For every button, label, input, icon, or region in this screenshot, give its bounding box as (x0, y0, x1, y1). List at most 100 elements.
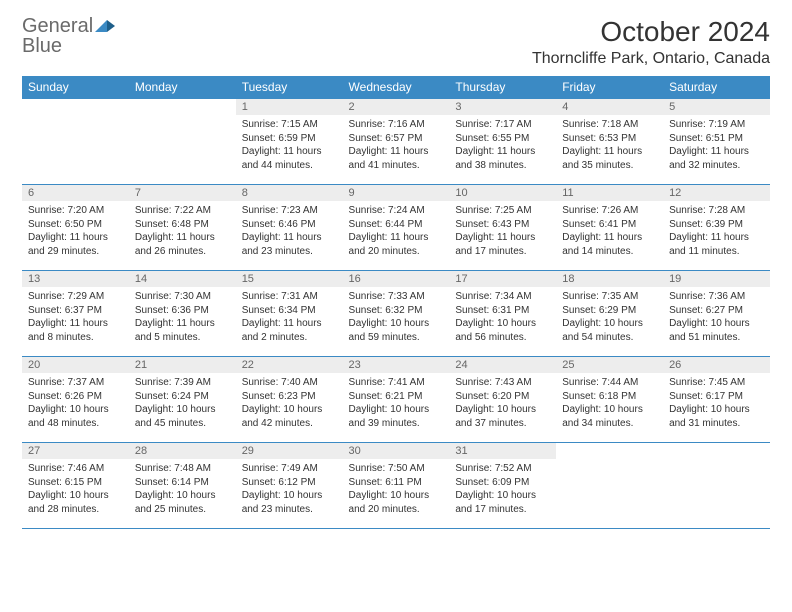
day-details: Sunrise: 7:34 AMSunset: 6:31 PMDaylight:… (449, 287, 556, 348)
calendar-cell: 7Sunrise: 7:22 AMSunset: 6:48 PMDaylight… (129, 185, 236, 271)
day-number: 27 (22, 443, 129, 459)
day-details: Sunrise: 7:23 AMSunset: 6:46 PMDaylight:… (236, 201, 343, 262)
day-number: 10 (449, 185, 556, 201)
day-number: 16 (343, 271, 450, 287)
calendar-row: 20Sunrise: 7:37 AMSunset: 6:26 PMDayligh… (22, 357, 770, 443)
day-details: Sunrise: 7:52 AMSunset: 6:09 PMDaylight:… (449, 459, 556, 520)
calendar-header: SundayMondayTuesdayWednesdayThursdayFrid… (22, 76, 770, 99)
calendar-row: 13Sunrise: 7:29 AMSunset: 6:37 PMDayligh… (22, 271, 770, 357)
calendar-row: 27Sunrise: 7:46 AMSunset: 6:15 PMDayligh… (22, 443, 770, 529)
day-details: Sunrise: 7:20 AMSunset: 6:50 PMDaylight:… (22, 201, 129, 262)
day-details: Sunrise: 7:50 AMSunset: 6:11 PMDaylight:… (343, 459, 450, 520)
day-number: 30 (343, 443, 450, 459)
calendar-cell: 18Sunrise: 7:35 AMSunset: 6:29 PMDayligh… (556, 271, 663, 357)
day-details: Sunrise: 7:46 AMSunset: 6:15 PMDaylight:… (22, 459, 129, 520)
calendar-cell: 5Sunrise: 7:19 AMSunset: 6:51 PMDaylight… (663, 99, 770, 185)
day-number: 24 (449, 357, 556, 373)
day-number: 21 (129, 357, 236, 373)
day-number: 4 (556, 99, 663, 115)
calendar-cell: 10Sunrise: 7:25 AMSunset: 6:43 PMDayligh… (449, 185, 556, 271)
calendar-cell: 1Sunrise: 7:15 AMSunset: 6:59 PMDaylight… (236, 99, 343, 185)
day-details: Sunrise: 7:29 AMSunset: 6:37 PMDaylight:… (22, 287, 129, 348)
day-number: 28 (129, 443, 236, 459)
weekday-header: Sunday (22, 76, 129, 99)
calendar-cell: .. (129, 99, 236, 185)
day-details: Sunrise: 7:39 AMSunset: 6:24 PMDaylight:… (129, 373, 236, 434)
day-details: Sunrise: 7:43 AMSunset: 6:20 PMDaylight:… (449, 373, 556, 434)
day-number: 3 (449, 99, 556, 115)
weekday-header: Saturday (663, 76, 770, 99)
calendar-row: ....1Sunrise: 7:15 AMSunset: 6:59 PMDayl… (22, 99, 770, 185)
day-number: 9 (343, 185, 450, 201)
calendar-cell: 21Sunrise: 7:39 AMSunset: 6:24 PMDayligh… (129, 357, 236, 443)
day-details: Sunrise: 7:37 AMSunset: 6:26 PMDaylight:… (22, 373, 129, 434)
weekday-header: Friday (556, 76, 663, 99)
calendar-cell: 13Sunrise: 7:29 AMSunset: 6:37 PMDayligh… (22, 271, 129, 357)
day-details: Sunrise: 7:25 AMSunset: 6:43 PMDaylight:… (449, 201, 556, 262)
day-number: 13 (22, 271, 129, 287)
day-details: Sunrise: 7:45 AMSunset: 6:17 PMDaylight:… (663, 373, 770, 434)
title-block: October 2024 Thorncliffe Park, Ontario, … (532, 16, 770, 68)
day-number: 31 (449, 443, 556, 459)
day-number: 14 (129, 271, 236, 287)
day-number: 19 (663, 271, 770, 287)
calendar-cell: 8Sunrise: 7:23 AMSunset: 6:46 PMDaylight… (236, 185, 343, 271)
logo-mark-icon (95, 18, 115, 32)
calendar-cell: 14Sunrise: 7:30 AMSunset: 6:36 PMDayligh… (129, 271, 236, 357)
day-number: 12 (663, 185, 770, 201)
day-number: 18 (556, 271, 663, 287)
calendar-cell: 11Sunrise: 7:26 AMSunset: 6:41 PMDayligh… (556, 185, 663, 271)
day-details: Sunrise: 7:44 AMSunset: 6:18 PMDaylight:… (556, 373, 663, 434)
location: Thorncliffe Park, Ontario, Canada (532, 50, 770, 68)
calendar-cell: 29Sunrise: 7:49 AMSunset: 6:12 PMDayligh… (236, 443, 343, 529)
day-number: 6 (22, 185, 129, 201)
day-details: Sunrise: 7:35 AMSunset: 6:29 PMDaylight:… (556, 287, 663, 348)
day-details: Sunrise: 7:19 AMSunset: 6:51 PMDaylight:… (663, 115, 770, 176)
day-number: 20 (22, 357, 129, 373)
day-number: 5 (663, 99, 770, 115)
weekday-header: Monday (129, 76, 236, 99)
calendar-cell: .. (22, 99, 129, 185)
calendar-row: 6Sunrise: 7:20 AMSunset: 6:50 PMDaylight… (22, 185, 770, 271)
calendar-cell: 16Sunrise: 7:33 AMSunset: 6:32 PMDayligh… (343, 271, 450, 357)
day-number: 15 (236, 271, 343, 287)
weekday-header: Tuesday (236, 76, 343, 99)
day-details: Sunrise: 7:22 AMSunset: 6:48 PMDaylight:… (129, 201, 236, 262)
day-number: 25 (556, 357, 663, 373)
calendar-cell: 27Sunrise: 7:46 AMSunset: 6:15 PMDayligh… (22, 443, 129, 529)
day-number: 23 (343, 357, 450, 373)
day-details: Sunrise: 7:26 AMSunset: 6:41 PMDaylight:… (556, 201, 663, 262)
calendar-cell: 12Sunrise: 7:28 AMSunset: 6:39 PMDayligh… (663, 185, 770, 271)
calendar-cell: 3Sunrise: 7:17 AMSunset: 6:55 PMDaylight… (449, 99, 556, 185)
calendar-cell: 26Sunrise: 7:45 AMSunset: 6:17 PMDayligh… (663, 357, 770, 443)
calendar-cell: 17Sunrise: 7:34 AMSunset: 6:31 PMDayligh… (449, 271, 556, 357)
day-details: Sunrise: 7:33 AMSunset: 6:32 PMDaylight:… (343, 287, 450, 348)
day-details: Sunrise: 7:18 AMSunset: 6:53 PMDaylight:… (556, 115, 663, 176)
day-number: 29 (236, 443, 343, 459)
day-details: Sunrise: 7:15 AMSunset: 6:59 PMDaylight:… (236, 115, 343, 176)
calendar-cell: 2Sunrise: 7:16 AMSunset: 6:57 PMDaylight… (343, 99, 450, 185)
day-details: Sunrise: 7:24 AMSunset: 6:44 PMDaylight:… (343, 201, 450, 262)
calendar-cell: 31Sunrise: 7:52 AMSunset: 6:09 PMDayligh… (449, 443, 556, 529)
day-number: 26 (663, 357, 770, 373)
calendar: SundayMondayTuesdayWednesdayThursdayFrid… (22, 76, 770, 529)
day-details: Sunrise: 7:49 AMSunset: 6:12 PMDaylight:… (236, 459, 343, 520)
day-details: Sunrise: 7:41 AMSunset: 6:21 PMDaylight:… (343, 373, 450, 434)
calendar-cell: .. (663, 443, 770, 529)
month-title: October 2024 (532, 16, 770, 48)
day-number: 1 (236, 99, 343, 115)
calendar-cell: 22Sunrise: 7:40 AMSunset: 6:23 PMDayligh… (236, 357, 343, 443)
calendar-cell: 4Sunrise: 7:18 AMSunset: 6:53 PMDaylight… (556, 99, 663, 185)
logo-word2: Blue (22, 36, 93, 56)
day-number: 7 (129, 185, 236, 201)
calendar-cell: 25Sunrise: 7:44 AMSunset: 6:18 PMDayligh… (556, 357, 663, 443)
calendar-cell: 24Sunrise: 7:43 AMSunset: 6:20 PMDayligh… (449, 357, 556, 443)
day-number: 11 (556, 185, 663, 201)
calendar-cell: .. (556, 443, 663, 529)
calendar-cell: 15Sunrise: 7:31 AMSunset: 6:34 PMDayligh… (236, 271, 343, 357)
day-number: 17 (449, 271, 556, 287)
calendar-cell: 6Sunrise: 7:20 AMSunset: 6:50 PMDaylight… (22, 185, 129, 271)
day-number: 22 (236, 357, 343, 373)
day-details: Sunrise: 7:36 AMSunset: 6:27 PMDaylight:… (663, 287, 770, 348)
calendar-cell: 20Sunrise: 7:37 AMSunset: 6:26 PMDayligh… (22, 357, 129, 443)
